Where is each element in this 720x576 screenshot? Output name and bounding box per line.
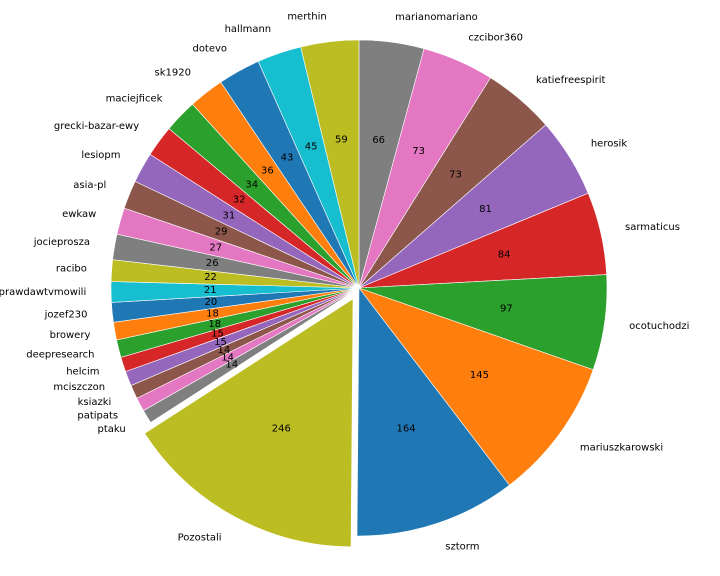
slice-value-label-racibo: 22 — [204, 272, 217, 283]
slice-value-label-pozostali: 246 — [272, 424, 291, 435]
slice-value-label-jozef230: 20 — [205, 297, 218, 308]
slice-value-label-sk1920: 36 — [261, 165, 274, 176]
slice-name-label-prawdawtvmowili: prawdawtvmowili — [0, 287, 86, 298]
slice-value-label-ksiazki: 14 — [218, 345, 231, 356]
slice-value-label-katiefreespirit: 73 — [449, 169, 462, 180]
slice-value-label-ewkaw: 27 — [209, 242, 222, 253]
slice-value-label-mariuszkarowski: 145 — [470, 370, 489, 381]
slice-name-label-ksiazki: ksiazki — [78, 397, 112, 408]
slice-name-label-asia-pl: asia-pl — [73, 180, 106, 191]
slice-name-label-jocieprosza: jocieprosza — [33, 237, 90, 248]
slice-value-label-asia-pl: 29 — [215, 226, 228, 237]
slice-value-label-helcim: 15 — [211, 328, 224, 339]
slice-name-label-jozef230: jozef230 — [44, 309, 88, 320]
slice-value-label-sztorm: 164 — [397, 424, 416, 435]
slice-value-label-marianomariano: 66 — [372, 135, 385, 146]
slice-name-label-mciszczon: mciszczon — [53, 382, 105, 393]
slice-value-label-deepresearch: 18 — [208, 319, 221, 330]
slice-value-label-ocotuchodzi: 97 — [500, 303, 513, 314]
slice-value-label-jocieprosza: 26 — [206, 258, 219, 269]
slice-name-label-grecki-bazar-ewy: grecki-bazar-ewy — [54, 121, 139, 132]
pie-slice-merthin — [300, 39, 360, 289]
slice-name-label-marianomariano: marianomariano — [395, 12, 478, 23]
slice-name-label-hallmann: hallmann — [225, 24, 272, 35]
slice-name-label-browery: browery — [50, 330, 91, 341]
slice-value-label-herosik: 81 — [479, 204, 492, 215]
slice-name-label-deepresearch: deepresearch — [26, 349, 94, 360]
slice-name-label-helcim: helcim — [66, 367, 99, 378]
slice-value-label-dotevo: 43 — [281, 152, 294, 163]
slice-value-label-maciejficek: 34 — [245, 179, 258, 190]
slice-name-label-katiefreespirit: katiefreespirit — [536, 75, 606, 86]
slice-name-label-ewkaw: ewkaw — [62, 209, 96, 220]
slice-value-label-sarmaticus: 84 — [498, 250, 511, 261]
slice-name-labels: marianomariano czcibor360 katiefreespirit h… — [0, 12, 689, 553]
slice-name-label-sarmaticus: sarmaticus — [625, 222, 680, 233]
slice-value-label-czcibor360: 73 — [412, 146, 425, 157]
slice-name-label-lesiopm: lesiopm — [81, 150, 120, 161]
slice-name-label-mariuszkarowski: mariuszkarowski — [580, 443, 663, 454]
slice-value-label-patipats: 14 — [221, 352, 234, 363]
pie-slice-pozostali — [144, 298, 354, 548]
slice-name-label-pozostali: Pozostali — [178, 532, 222, 543]
slice-value-label-browery: 18 — [206, 308, 219, 319]
pie-slice-mariuszkarowski — [358, 287, 594, 486]
pie-slices — [110, 39, 608, 548]
slice-value-label-grecki-bazar-ewy: 32 — [233, 194, 246, 205]
slice-name-label-ocotuchodzi: ocotuchodzi — [629, 321, 689, 332]
slice-value-label-ptaku: 14 — [225, 360, 238, 371]
slice-value-label-prawdawtvmowili: 21 — [204, 285, 217, 296]
slice-name-label-sk1920: sk1920 — [154, 68, 190, 79]
slice-value-label-hallmann: 45 — [305, 142, 318, 153]
slice-name-label-dotevo: dotevo — [192, 44, 227, 55]
slice-name-label-merthin: merthin — [287, 12, 326, 23]
slice-name-label-czcibor360: czcibor360 — [468, 33, 523, 44]
slice-name-label-herosik: herosik — [591, 139, 627, 150]
slice-name-label-racibo: racibo — [56, 263, 87, 274]
slice-name-label-maciejficek: maciejficek — [106, 93, 163, 104]
slice-value-label-mciszczon: 15 — [214, 337, 227, 348]
pie-slice-sztorm — [356, 287, 510, 537]
slice-name-label-patipats: patipats — [77, 411, 118, 422]
slice-value-label-merthin: 59 — [335, 135, 348, 146]
slice-value-labels: 6673738184971451642461414141515181820212… — [204, 135, 513, 435]
slice-name-label-sztorm: sztorm — [445, 541, 479, 552]
slice-name-label-ptaku: ptaku — [98, 424, 126, 435]
slice-value-label-lesiopm: 31 — [223, 210, 236, 221]
